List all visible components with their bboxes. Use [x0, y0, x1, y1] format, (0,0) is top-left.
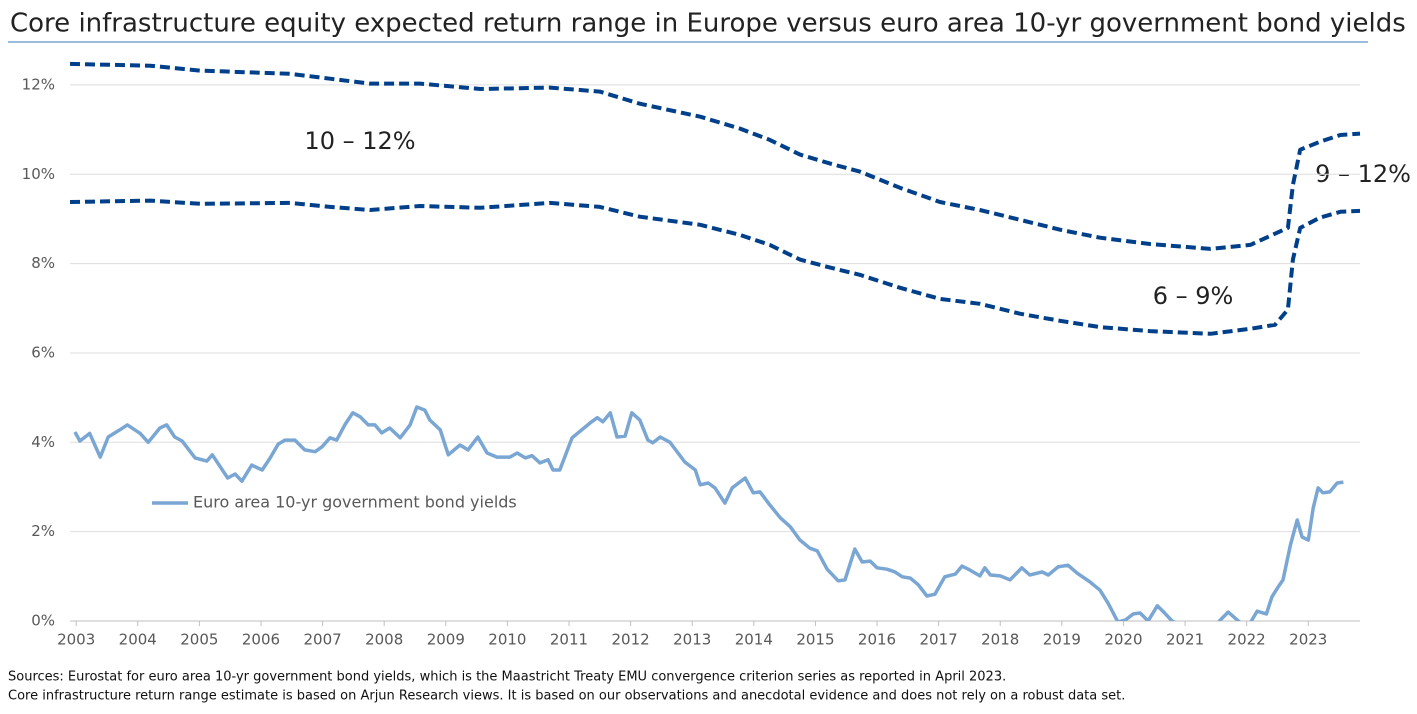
- x-tick-label: 2013: [673, 631, 711, 649]
- x-tick-label: 2009: [427, 631, 465, 649]
- y-tick-label: 4%: [31, 433, 55, 451]
- x-tick-label: 2008: [365, 631, 403, 649]
- source-note: Core infrastructure return range estimat…: [8, 689, 1125, 704]
- y-tick-label: 10%: [22, 165, 55, 183]
- x-tick-label: 2006: [242, 631, 280, 649]
- x-tick-label: 2019: [1043, 631, 1081, 649]
- source-note: Sources: Eurostat for euro area 10-yr go…: [8, 670, 1006, 685]
- x-tick-label: 2017: [920, 631, 958, 649]
- x-tick-label: 2003: [57, 631, 95, 649]
- y-tick-label: 12%: [22, 75, 55, 93]
- x-tick-label: 2022: [1228, 631, 1266, 649]
- grid: [70, 84, 1360, 626]
- range-line: [70, 198, 1361, 336]
- x-tick-label: 2021: [1166, 631, 1204, 649]
- x-tick-label: 2016: [858, 631, 896, 649]
- y-tick-label: 6%: [31, 343, 55, 361]
- x-tick-label: 2007: [303, 631, 341, 649]
- range-line: [70, 61, 1361, 251]
- x-tick-label: 2005: [180, 631, 218, 649]
- x-tick-label: 2020: [1104, 631, 1142, 649]
- x-tick-label: 2010: [488, 631, 526, 649]
- x-tick-label: 2012: [612, 631, 650, 649]
- plot-area: [70, 61, 1361, 621]
- y-tick-label: 0%: [31, 612, 55, 630]
- annotation: 6 – 9%: [1153, 282, 1234, 310]
- legend-label: Euro area 10-yr government bond yields: [193, 493, 517, 512]
- yield-line: [73, 405, 1344, 621]
- y-tick-label: 2%: [31, 522, 55, 540]
- chart-title: Core infrastructure equity expected retu…: [10, 9, 1406, 39]
- x-tick-label: 2004: [119, 631, 157, 649]
- x-tick-label: 2011: [550, 631, 588, 649]
- annotation: 10 – 12%: [304, 127, 415, 155]
- x-tick-label: 2023: [1289, 631, 1327, 649]
- y-tick-label: 8%: [31, 254, 55, 272]
- x-tick-label: 2015: [796, 631, 834, 649]
- x-tick-label: 2014: [735, 631, 773, 649]
- x-tick-label: 2018: [981, 631, 1019, 649]
